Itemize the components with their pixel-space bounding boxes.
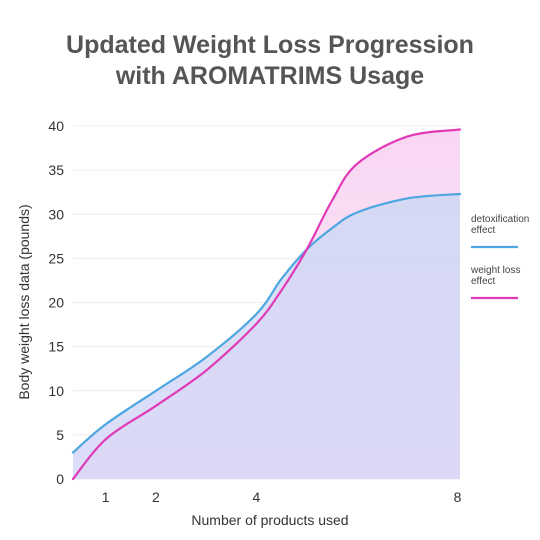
y-tick-label: 25 [48,250,64,266]
y-tick-label: 20 [48,295,64,311]
y-tick-label: 40 [48,118,64,134]
y-tick-label: 5 [56,427,64,443]
chart-title-line-1: Updated Weight Loss Progression [66,31,474,59]
x-tick-label: 1 [102,489,110,505]
series-areas [73,129,460,479]
x-tick-label: 4 [253,489,261,505]
y-tick-label: 30 [48,206,64,222]
x-axis-ticks: 1 2 4 8 [102,489,462,505]
x-axis-label: Number of products used [191,512,348,528]
series-area [73,194,460,479]
chart-title-line-2: with AROMATRIMS Usage [115,62,425,90]
y-tick-label: 0 [56,471,64,487]
legend-label: detoxification [471,214,529,225]
y-tick-label: 10 [48,383,64,399]
y-tick-label: 35 [48,162,64,178]
y-axis-ticks: 0 5 10 15 20 25 30 35 40 [48,118,64,487]
series-line [71,128,462,481]
legend-label: weight loss [470,265,520,276]
x-tick-label: 8 [454,489,462,505]
legend-label: effect [471,276,495,287]
x-tick-label: 2 [152,489,160,505]
series-line [71,192,462,454]
chart-title: Updated Weight Loss Progression with ARO… [0,30,540,92]
y-axis-label: Body weight loss data (pounds) [16,204,32,399]
y-tick-label: 15 [48,339,64,355]
series-lines [71,128,462,481]
legend-label: effect [471,225,495,236]
